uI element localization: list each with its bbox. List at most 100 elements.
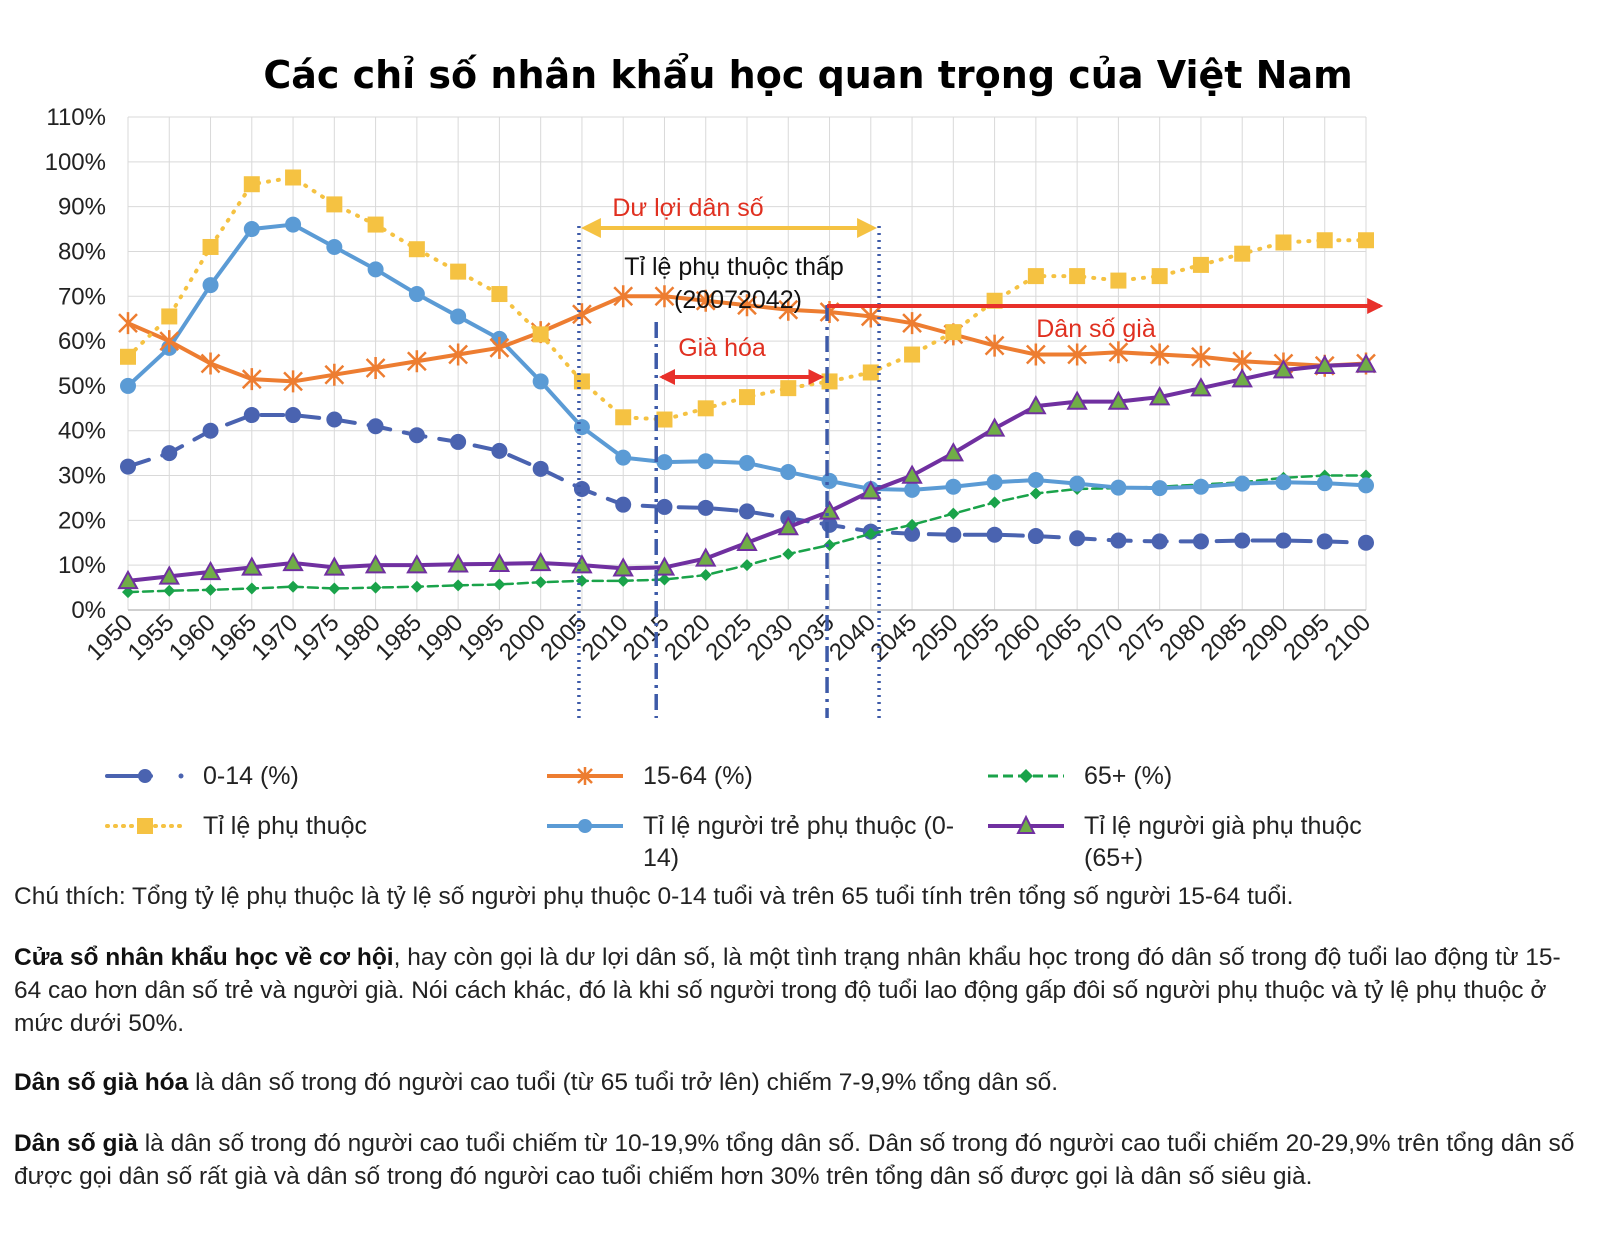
y-tick-label: 90% <box>58 194 106 221</box>
series-15-64 <box>118 285 1376 393</box>
point-old-dependency <box>695 547 717 567</box>
point-young-dependency <box>243 221 260 238</box>
label-dan-so-gia: Dân số già <box>1036 315 1156 343</box>
point-old-dependency <box>653 556 676 576</box>
point-young-dependency <box>986 474 1003 491</box>
point-15-64 <box>324 363 345 386</box>
chart-title: Các chỉ số nhân khẩu học quan trọng của … <box>263 53 1352 97</box>
point-young-dependency <box>1275 474 1292 491</box>
point-young-dependency <box>1151 480 1168 497</box>
note-aged-population: Dân số già là dân số trong đó người cao … <box>14 1130 1575 1190</box>
point-young-dependency <box>202 277 219 294</box>
x-tick-label: 2030 <box>742 609 799 666</box>
point-65plus <box>947 507 960 520</box>
x-tick-label: 1975 <box>288 609 345 666</box>
point-dependency <box>904 346 921 363</box>
x-tick-label: 2085 <box>1196 609 1253 666</box>
label-phu-thuoc-thap: Tỉ lệ phụ thuộc thấp <box>624 253 844 281</box>
point-0-14 <box>1275 532 1292 549</box>
x-tick-label: 2080 <box>1154 609 1211 666</box>
x-axis: 1950195519601965197019751980198519901995… <box>81 609 1376 666</box>
point-dependency <box>243 176 260 193</box>
point-0-14 <box>1151 533 1168 550</box>
point-15-64 <box>241 368 262 391</box>
legend-label-65plus: 65+ (%) <box>1084 762 1173 790</box>
point-0-14 <box>1192 533 1209 550</box>
legend: 0-14 (%) 15-64 (%) 65+ (%) Tỉ lệ phụ thu… <box>100 760 1580 880</box>
point-young-dependency <box>697 453 714 470</box>
point-old-dependency <box>818 500 841 520</box>
x-tick-label: 1970 <box>246 609 303 666</box>
series-old-dependency <box>117 353 1377 590</box>
point-old-dependency <box>241 556 263 576</box>
point-dependency <box>1069 268 1086 285</box>
point-15-64 <box>1067 343 1088 366</box>
point-0-14 <box>1358 534 1374 551</box>
point-15-64 <box>1108 341 1129 364</box>
point-65plus <box>122 586 134 599</box>
point-old-dependency <box>323 556 346 576</box>
point-old-dependency <box>1066 390 1088 410</box>
point-old-dependency <box>282 551 304 572</box>
legend-label-young-dependency: Tỉ lệ người trẻ phụ thuộc (0-14) <box>643 812 955 872</box>
point-young-dependency <box>367 261 384 278</box>
point-old-dependency <box>1355 353 1377 373</box>
point-65plus <box>782 547 795 560</box>
x-tick-label: 2055 <box>948 609 1005 666</box>
x-tick-label: 2020 <box>659 609 716 666</box>
point-dependency <box>367 216 384 233</box>
point-old-dependency <box>777 516 799 536</box>
point-15-64 <box>902 312 922 335</box>
point-0-14 <box>1027 528 1044 545</box>
point-65plus <box>864 527 877 540</box>
legend-swatch-old-dependency <box>988 814 1064 834</box>
point-young-dependency <box>1358 477 1374 494</box>
note-aging-population: Dân số già hóa là dân số trong đó người … <box>14 1069 1059 1096</box>
y-tick-label: 50% <box>58 373 106 400</box>
point-65plus <box>617 574 630 587</box>
x-tick-label: 2100 <box>1319 609 1376 666</box>
point-15-64 <box>778 298 799 321</box>
point-dependency <box>161 308 178 325</box>
point-young-dependency <box>532 373 549 390</box>
point-dependency <box>821 373 838 390</box>
point-dependency <box>491 286 508 303</box>
point-old-dependency <box>364 554 387 574</box>
point-0-14 <box>1234 532 1251 549</box>
y-tick-label: 40% <box>58 418 106 445</box>
point-0-14 <box>408 427 425 444</box>
notes: Chú thích: Tổng tỷ lệ phụ thuộc là tỷ lệ… <box>14 880 1584 1193</box>
point-young-dependency <box>780 463 797 480</box>
point-young-dependency <box>821 472 838 489</box>
point-0-14 <box>243 407 260 424</box>
legend-label-0-14: 0-14 (%) <box>203 762 299 790</box>
point-dependency <box>326 196 343 213</box>
x-tick-label: 1965 <box>205 609 262 666</box>
point-old-dependency <box>612 557 634 577</box>
point-0-14 <box>120 458 136 475</box>
point-young-dependency <box>739 454 755 471</box>
point-65plus <box>699 569 712 582</box>
point-15-64 <box>200 352 221 375</box>
x-tick-label: 1980 <box>329 609 386 666</box>
point-dependency <box>532 326 549 343</box>
point-dependency <box>1316 232 1333 249</box>
point-65plus <box>245 582 258 595</box>
legend-item-65plus: 65+ (%) <box>986 760 1414 792</box>
point-dependency <box>1027 268 1044 285</box>
point-15-64 <box>654 285 675 308</box>
legend-swatch-dependency <box>105 818 185 834</box>
point-young-dependency <box>573 419 590 436</box>
point-dependency <box>780 380 797 397</box>
x-tick-label: 2075 <box>1113 609 1170 666</box>
point-15-64 <box>860 305 881 328</box>
point-dependency <box>945 324 962 341</box>
point-young-dependency <box>1316 475 1333 492</box>
legend-swatch-young-dependency <box>547 819 623 833</box>
point-0-14 <box>450 433 467 450</box>
legend-item-15-64: 15-64 (%) <box>545 760 973 792</box>
point-old-dependency <box>529 551 552 572</box>
point-65plus <box>823 539 836 552</box>
y-axis: 0% 10% 20% 30% 40% 50% 60% 70% 80% 90% 100% 110% <box>45 104 106 624</box>
point-old-dependency <box>1107 390 1130 410</box>
